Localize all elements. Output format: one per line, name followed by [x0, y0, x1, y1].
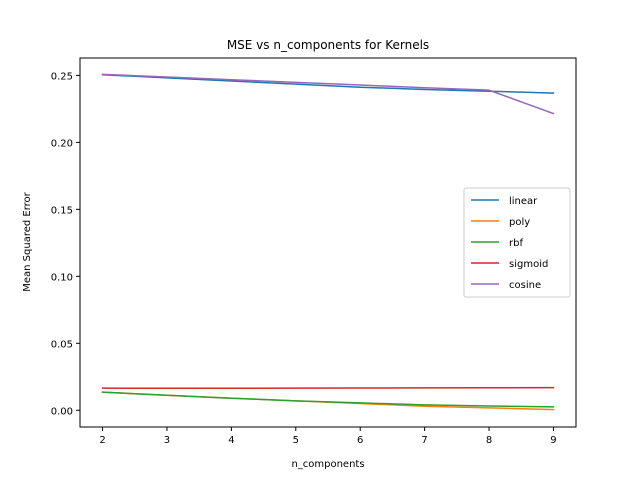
- plot-frame: [79, 57, 577, 428]
- x-tick-label: 7: [421, 435, 427, 446]
- y-tick-label: 0.10: [51, 272, 73, 283]
- x-tick-label: 8: [486, 435, 492, 446]
- y-tick-label: 0.25: [51, 71, 73, 82]
- series-line-linear: [101, 73, 555, 94]
- series-line-rbf: [101, 391, 555, 408]
- series-line-sigmoid: [101, 386, 555, 390]
- y-tick-label: 0.20: [51, 138, 73, 149]
- x-axis-ticks: 2 3 4 5 6 7 8 9: [99, 427, 557, 446]
- legend-label-cosine: cosine: [509, 280, 541, 291]
- x-tick-label: 3: [164, 435, 170, 446]
- y-tick-label: 0.15: [51, 205, 73, 216]
- x-tick-label: 5: [293, 435, 299, 446]
- series-layer: [101, 73, 555, 411]
- x-tick-label: 6: [357, 435, 363, 446]
- legend: linear poly rbf sigmoid cosine: [463, 187, 571, 298]
- chart-title: MSE vs n_components for Kernels: [227, 38, 429, 52]
- y-tick-label: 0.05: [51, 339, 73, 350]
- x-tick-label: 9: [550, 435, 556, 446]
- legend-label-sigmoid: sigmoid: [509, 259, 548, 270]
- y-axis-label: Mean Squared Error: [22, 191, 33, 291]
- y-axis-ticks: 0.00 0.05 0.10 0.15 0.20 0.25: [51, 71, 80, 417]
- x-tick-label: 2: [99, 435, 105, 446]
- series-line-cosine: [101, 73, 555, 115]
- legend-box: [463, 187, 571, 298]
- x-tick-label: 4: [228, 435, 234, 446]
- legend-label-rbf: rbf: [509, 238, 523, 249]
- legend-label-poly: poly: [509, 217, 530, 228]
- x-axis-label: n_components: [291, 459, 364, 470]
- legend-label-linear: linear: [509, 196, 538, 207]
- y-tick-label: 0.00: [51, 406, 73, 417]
